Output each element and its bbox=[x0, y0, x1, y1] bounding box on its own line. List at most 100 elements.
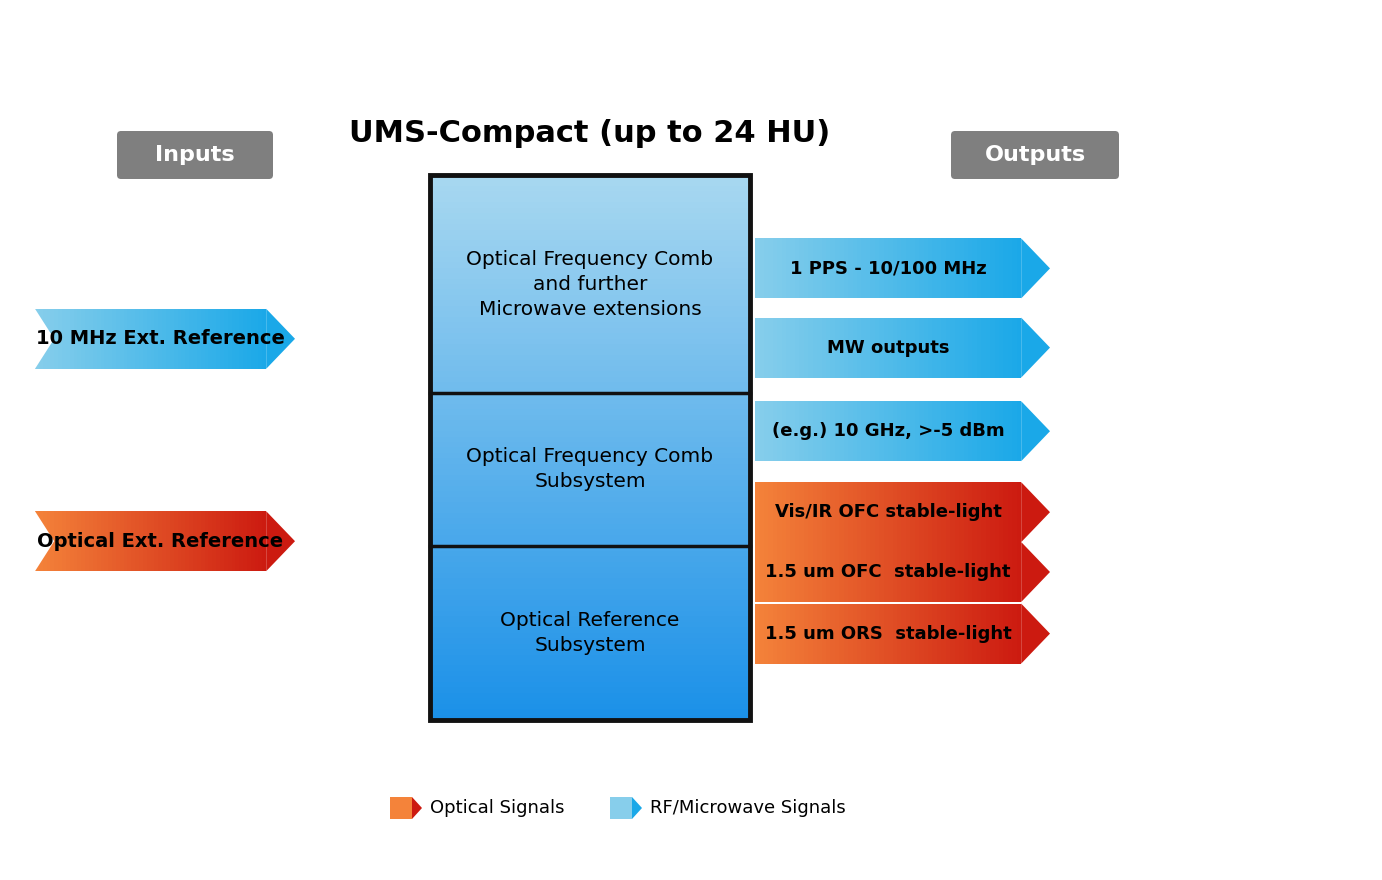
Bar bbox=[430, 208, 750, 214]
Polygon shape bbox=[889, 238, 893, 298]
Bar bbox=[430, 622, 750, 628]
Polygon shape bbox=[35, 511, 39, 571]
Polygon shape bbox=[893, 542, 897, 602]
Polygon shape bbox=[69, 309, 73, 369]
Bar bbox=[430, 617, 750, 623]
Bar bbox=[430, 246, 750, 253]
Text: Optical Reference
Subsystem: Optical Reference Subsystem bbox=[500, 611, 680, 655]
Bar bbox=[430, 349, 750, 356]
Polygon shape bbox=[101, 511, 105, 571]
Polygon shape bbox=[897, 482, 901, 542]
Polygon shape bbox=[50, 511, 54, 571]
Polygon shape bbox=[826, 542, 831, 602]
Polygon shape bbox=[929, 318, 933, 378]
Polygon shape bbox=[213, 511, 216, 571]
Bar bbox=[430, 306, 750, 312]
Polygon shape bbox=[901, 604, 905, 664]
Polygon shape bbox=[879, 401, 883, 461]
Bar bbox=[430, 665, 750, 672]
Polygon shape bbox=[93, 309, 97, 369]
Polygon shape bbox=[831, 542, 835, 602]
Polygon shape bbox=[995, 604, 999, 664]
Polygon shape bbox=[853, 542, 857, 602]
Polygon shape bbox=[826, 604, 831, 664]
Bar bbox=[430, 344, 750, 350]
Polygon shape bbox=[879, 482, 883, 542]
Polygon shape bbox=[857, 401, 861, 461]
Bar bbox=[430, 518, 750, 524]
Bar bbox=[430, 399, 750, 405]
Polygon shape bbox=[205, 511, 209, 571]
Polygon shape bbox=[857, 542, 861, 602]
Polygon shape bbox=[764, 238, 768, 298]
Polygon shape bbox=[973, 542, 977, 602]
Bar bbox=[430, 290, 750, 296]
Polygon shape bbox=[1003, 542, 1007, 602]
Polygon shape bbox=[959, 238, 963, 298]
Polygon shape bbox=[857, 604, 861, 664]
Bar bbox=[430, 704, 750, 710]
Polygon shape bbox=[86, 511, 88, 571]
Bar bbox=[430, 360, 750, 367]
Bar bbox=[430, 469, 750, 476]
Bar bbox=[430, 377, 750, 383]
Bar bbox=[430, 431, 750, 437]
Polygon shape bbox=[177, 309, 181, 369]
Polygon shape bbox=[799, 318, 804, 378]
Polygon shape bbox=[826, 401, 831, 461]
Polygon shape bbox=[813, 482, 817, 542]
Polygon shape bbox=[835, 238, 839, 298]
Polygon shape bbox=[760, 401, 764, 461]
Polygon shape bbox=[108, 309, 112, 369]
Polygon shape bbox=[990, 542, 995, 602]
Polygon shape bbox=[755, 482, 760, 542]
Polygon shape bbox=[1021, 482, 1050, 542]
Polygon shape bbox=[120, 511, 123, 571]
Polygon shape bbox=[786, 401, 791, 461]
Polygon shape bbox=[1007, 238, 1013, 298]
Bar bbox=[430, 442, 750, 449]
Text: UMS-Compact (up to 24 HU): UMS-Compact (up to 24 HU) bbox=[350, 119, 831, 148]
Polygon shape bbox=[808, 542, 813, 602]
Polygon shape bbox=[990, 401, 995, 461]
Bar bbox=[430, 230, 750, 236]
Polygon shape bbox=[929, 482, 933, 542]
Polygon shape bbox=[871, 401, 875, 461]
Polygon shape bbox=[216, 511, 220, 571]
Polygon shape bbox=[955, 482, 959, 542]
Polygon shape bbox=[760, 318, 764, 378]
Polygon shape bbox=[43, 511, 47, 571]
Polygon shape bbox=[853, 238, 857, 298]
Polygon shape bbox=[951, 482, 955, 542]
Bar bbox=[430, 175, 750, 720]
Polygon shape bbox=[955, 401, 959, 461]
Bar bbox=[430, 273, 750, 280]
Bar bbox=[430, 448, 750, 454]
Polygon shape bbox=[755, 401, 760, 461]
Bar bbox=[430, 421, 750, 427]
Bar bbox=[430, 583, 750, 590]
Polygon shape bbox=[849, 542, 853, 602]
Bar bbox=[430, 693, 750, 700]
Polygon shape bbox=[977, 604, 981, 664]
Polygon shape bbox=[791, 482, 795, 542]
Polygon shape bbox=[897, 318, 901, 378]
Text: 1.5 um OFC  stable-light: 1.5 um OFC stable-light bbox=[766, 563, 1010, 581]
Polygon shape bbox=[140, 309, 142, 369]
Polygon shape bbox=[933, 482, 937, 542]
Polygon shape bbox=[879, 604, 883, 664]
Text: RF/Microwave Signals: RF/Microwave Signals bbox=[650, 799, 846, 817]
Polygon shape bbox=[973, 604, 977, 664]
Polygon shape bbox=[933, 604, 937, 664]
Polygon shape bbox=[1021, 238, 1050, 298]
Polygon shape bbox=[77, 309, 82, 369]
Polygon shape bbox=[232, 309, 235, 369]
Polygon shape bbox=[82, 511, 86, 571]
Bar bbox=[430, 513, 750, 519]
Bar bbox=[430, 486, 750, 492]
Bar bbox=[430, 715, 750, 721]
Polygon shape bbox=[831, 318, 835, 378]
Polygon shape bbox=[73, 511, 77, 571]
Polygon shape bbox=[923, 401, 929, 461]
Polygon shape bbox=[981, 318, 985, 378]
